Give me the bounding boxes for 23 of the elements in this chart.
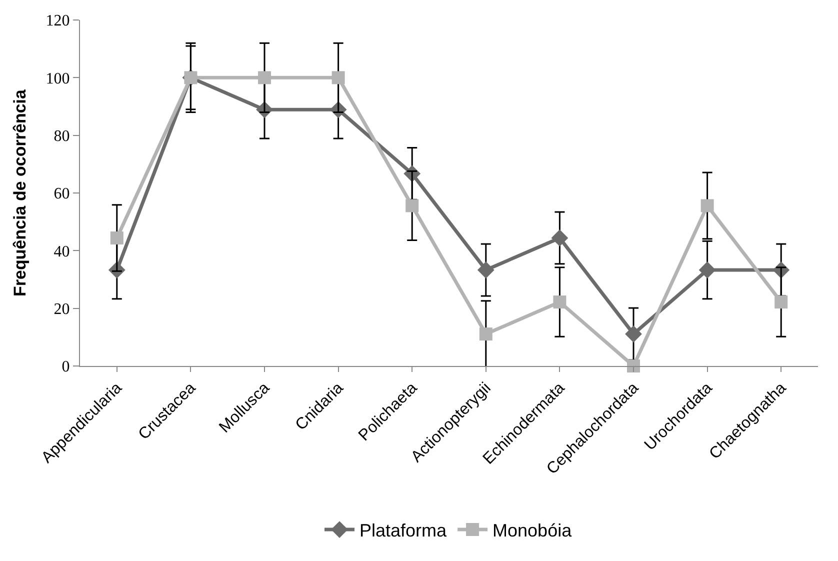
y-tick-label: 0: [62, 358, 70, 376]
point: [479, 328, 492, 340]
point: [627, 360, 640, 372]
point: [110, 231, 124, 244]
point: [625, 326, 642, 342]
point: [698, 262, 716, 278]
point: [258, 71, 271, 84]
point: [553, 295, 566, 308]
point: [551, 230, 568, 246]
y-tick-label: 120: [46, 12, 70, 30]
y-tick-label: 60: [54, 186, 70, 203]
point: [700, 199, 714, 212]
legend-label: Monobóia: [492, 520, 573, 541]
point: [774, 295, 788, 308]
y-tick-label: 40: [54, 243, 70, 260]
y-tick-label: 80: [54, 128, 70, 145]
legend-label: Plataforma: [360, 520, 448, 541]
y-tick-label: 100: [46, 70, 70, 88]
point: [477, 262, 494, 278]
point: [406, 199, 419, 212]
y-tick-label: 20: [54, 300, 70, 318]
point: [332, 71, 345, 84]
y-axis-title: Frequência de ocorrência: [10, 89, 30, 296]
